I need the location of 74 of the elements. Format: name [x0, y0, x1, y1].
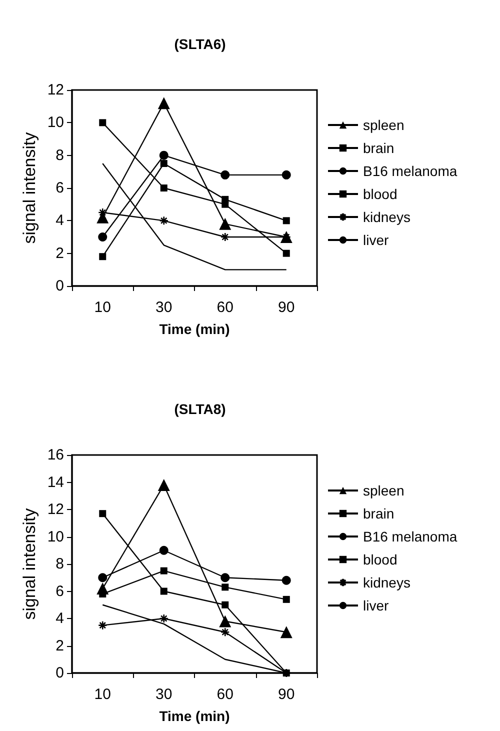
point — [222, 584, 229, 591]
chart-title: (SLTA6) — [174, 36, 226, 52]
point — [159, 150, 168, 160]
point — [282, 217, 290, 224]
point — [160, 588, 168, 595]
y-tick-label: 4 — [56, 610, 64, 627]
y-axis-title: signal intensity — [20, 132, 39, 244]
legend-label: liver — [363, 598, 390, 614]
x-axis-title: Time (min) — [159, 708, 230, 724]
x-tick-label: 60 — [216, 299, 234, 316]
point — [282, 170, 291, 180]
x-tick-label: 90 — [278, 686, 295, 703]
point — [280, 626, 292, 638]
y-tick-label: 16 — [47, 446, 64, 464]
legend-label: blood — [363, 552, 398, 568]
point — [222, 200, 229, 208]
point — [99, 119, 106, 126]
y-tick-label: 12 — [47, 82, 64, 98]
point — [159, 546, 168, 555]
point — [222, 601, 229, 608]
y-tick-label: 2 — [56, 637, 64, 654]
point — [98, 232, 108, 242]
legend-label: spleen — [363, 482, 404, 498]
point — [220, 627, 230, 637]
point — [98, 208, 108, 218]
y-axis-title: signal intensity — [20, 508, 39, 620]
point — [158, 478, 170, 491]
point — [160, 184, 168, 192]
x-axis-title: Time (min) — [159, 321, 230, 337]
point — [160, 567, 168, 574]
x-tick-label: 10 — [94, 299, 111, 316]
y-tick-label: 12 — [47, 501, 64, 518]
point — [282, 596, 290, 603]
legend-label: kidneys — [363, 209, 410, 225]
point — [220, 170, 230, 180]
legend-label: brain — [363, 140, 394, 156]
point — [98, 620, 108, 630]
legend-label: kidneys — [363, 574, 410, 590]
legend-label: spleen — [363, 117, 404, 133]
y-tick-label: 10 — [47, 528, 64, 546]
point — [98, 573, 108, 582]
point — [219, 615, 232, 628]
y-tick-label: 0 — [56, 664, 64, 682]
y-tick-label: 8 — [56, 556, 64, 572]
point — [220, 232, 230, 242]
y-tick-label: 4 — [56, 212, 64, 230]
legend-label: brain — [363, 506, 394, 522]
point — [159, 216, 169, 226]
y-tick-label: 8 — [56, 146, 64, 164]
point — [99, 253, 106, 260]
point — [99, 510, 106, 518]
y-tick-label: 14 — [47, 474, 64, 491]
point — [282, 576, 291, 585]
x-tick-label: 90 — [278, 299, 295, 316]
point — [220, 573, 230, 582]
legend-label: B16 melanoma — [363, 163, 458, 179]
x-tick-label: 60 — [216, 686, 234, 703]
y-tick-label: 6 — [56, 180, 64, 196]
x-tick-label: 30 — [156, 299, 172, 316]
y-tick-label: 10 — [47, 114, 64, 132]
point — [219, 218, 232, 230]
point — [159, 614, 169, 624]
x-tick-label: 10 — [94, 686, 111, 703]
legend-label: blood — [363, 186, 398, 202]
y-tick-label: 0 — [56, 278, 64, 294]
point — [158, 97, 170, 110]
point — [160, 160, 168, 167]
x-tick-label: 30 — [156, 686, 172, 703]
legend-label: liver — [363, 232, 390, 248]
y-tick-label: 6 — [56, 582, 64, 600]
y-tick-label: 2 — [56, 244, 64, 262]
legend-label: B16 melanoma — [363, 528, 458, 544]
chart-title: (SLTA8) — [174, 401, 226, 417]
point — [282, 250, 290, 257]
